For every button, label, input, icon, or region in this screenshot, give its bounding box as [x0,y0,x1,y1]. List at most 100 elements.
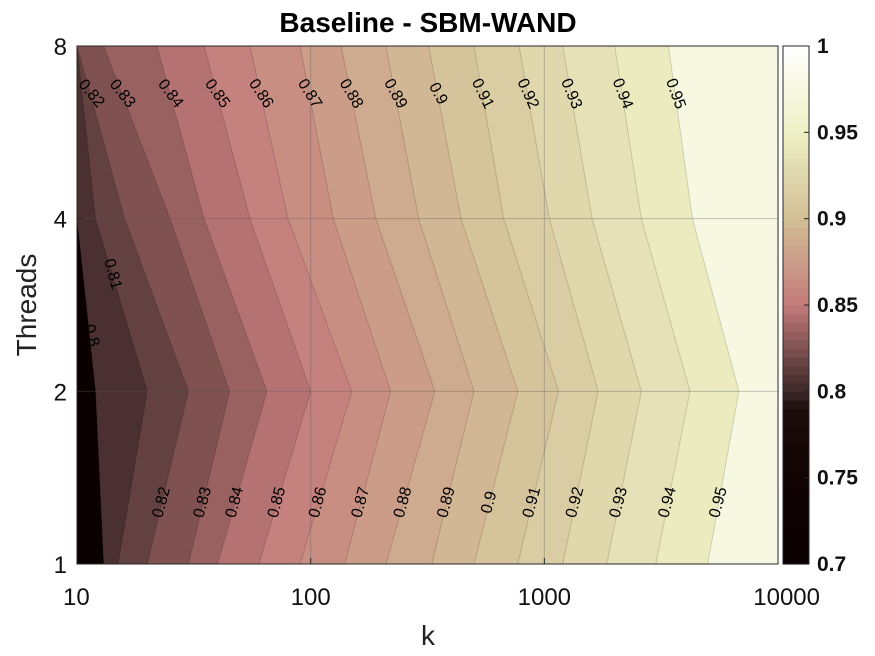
colorbar-segment [783,235,809,246]
colorbar-segment [783,54,809,64]
colorbar-segment [783,425,809,436]
contour-label: 0.8 [80,323,102,349]
plot-frame [76,45,779,565]
colorbar-segment [783,227,809,237]
colorbar-segment [783,443,809,453]
colorbar-segment [783,460,809,470]
contour-line [249,46,353,564]
grid-lines [77,46,778,564]
colorbar-segment [783,210,809,220]
colorbar-segment [783,417,809,427]
contour-line [77,46,104,564]
colorbar-segment [783,253,809,263]
colorbar-segment [783,279,809,289]
contour-line [103,46,231,564]
colorbar-segment [783,296,809,306]
colorbar-segment [783,434,809,444]
colorbar-segment [783,261,809,272]
colorbar-segment [783,287,809,297]
colorbar-tick-label: 0.95 [817,121,858,144]
colorbar-segment [783,184,809,194]
colorbar-segment [783,494,809,505]
colorbar-tick-label: 0.75 [817,467,858,490]
colorbar-segment [783,244,809,254]
contour-line [77,46,189,564]
colorbar-segment [783,365,809,375]
contour-label: 0.9 [478,489,500,515]
colorbar-segment [783,149,809,159]
y-axis-label: Threads [11,254,42,357]
colorbar-segment [783,218,809,228]
colorbar-segment [783,339,809,349]
contour-line [614,46,691,564]
contour-line [518,46,599,564]
contour-line [473,46,559,564]
x-tick-label: 10000 [753,584,820,611]
colorbar-segment [783,270,809,280]
colorbar-segment [783,71,809,82]
x-axis-ticks: 10 100 1000 10000 [63,558,820,611]
colorbar-tick-label: 1 [817,35,829,58]
colorbar-segment [783,408,809,418]
colorbar-segment [783,192,809,202]
colorbar-segment [783,529,809,539]
colorbar-segment [783,305,809,315]
colorbar-segment [783,391,809,401]
colorbar-segment [783,546,809,556]
contour-fills [77,46,778,564]
colorbar-segment [783,469,809,479]
colorbar-segment [783,115,809,125]
band-fill [77,46,104,564]
colorbar-segment [783,512,809,522]
x-tick-label: 10 [63,584,90,611]
colorbar-segment [783,486,809,496]
contour-line [668,46,740,564]
x-tick-label: 1000 [518,584,571,611]
colorbar-segment [783,313,809,323]
colorbar-tick-label: 0.9 [817,208,846,231]
colorbar-segment [783,382,809,392]
colorbar-segment [783,374,809,384]
colorbar-segment [783,356,809,367]
colorbar-segment [783,477,809,487]
colorbar-segment [783,503,809,513]
colorbar-segment [783,63,809,73]
contour-lines [77,46,740,564]
x-tick-label: 100 [291,584,331,611]
chart-title: Baseline - SBM-WAND [279,7,576,38]
colorbar-tick-label: 0.8 [817,380,847,403]
y-tick-label: 1 [54,552,67,579]
colorbar-segment [783,106,809,116]
colorbar-segment [783,97,809,108]
colorbar-segment [783,322,809,332]
colorbar-segment [783,399,809,410]
y-tick-label: 2 [54,379,67,406]
colorbar-segment [783,46,809,56]
contour-line [299,46,392,564]
colorbar-tick-label: 0.85 [817,294,858,317]
colorbar-segment [783,80,809,90]
colorbar-segment [783,140,809,151]
contour-line [156,46,268,564]
colorbar-segment [783,132,809,142]
colorbar-segment [783,538,809,548]
colorbar-segment [783,451,809,461]
contour-line [562,46,642,564]
colorbar-segment [783,123,809,133]
colorbar-segment [783,89,809,99]
contour-line [77,46,148,564]
colorbar-segment [783,348,809,358]
contour-line [340,46,436,564]
contour-line [428,46,519,564]
y-tick-label: 4 [54,207,67,234]
colorbar-segment [783,175,809,185]
colorbar-segment [783,201,809,211]
contour-line [385,46,475,564]
colorbar-segment [783,330,809,341]
colorbar-tick-label: 0.7 [817,553,846,576]
contour-line [203,46,312,564]
y-tick-label: 8 [54,34,67,61]
colorbar-segment [783,520,809,531]
colorbar-segment [783,166,809,177]
